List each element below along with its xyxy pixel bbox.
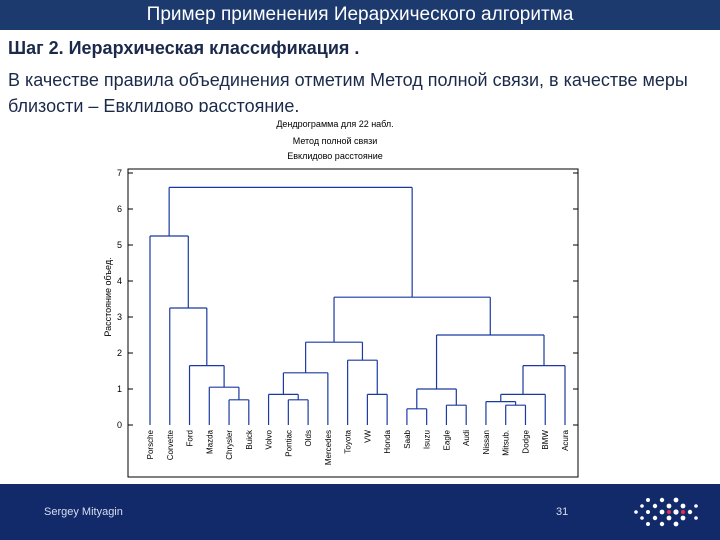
- leaf-label: BMW: [541, 430, 550, 450]
- leaf-label: Audi: [462, 430, 471, 446]
- leaf-label: Buick: [245, 429, 254, 450]
- page-number: 31: [556, 506, 569, 518]
- leaf-label: Mazda: [205, 429, 214, 454]
- footer-bar: Sergey Mityagin 31: [0, 484, 720, 540]
- slide-title: Пример применения Иерархического алгорит…: [0, 0, 720, 30]
- logo-dots-icon: [634, 497, 698, 527]
- leaf-label: Toyota: [344, 429, 353, 453]
- leaf-label: Ford: [186, 430, 195, 446]
- chart-subtitle-method: Метод полной связи: [293, 136, 378, 146]
- chart-title: Дендрограмма для 22 набл.: [276, 119, 393, 129]
- y-tick-label-7: 7: [117, 168, 122, 178]
- y-tick-label-2: 2: [117, 348, 122, 358]
- footer-author: Sergey Mityagin: [44, 506, 123, 518]
- y-tick-label-4: 4: [117, 276, 122, 286]
- leaf-label: Pontiac: [284, 430, 293, 457]
- dendrogram-svg: Дендрограмма для 22 набл. Метод полной с…: [103, 119, 579, 478]
- y-tick-label-1: 1: [117, 384, 122, 394]
- leaf-label: Mercedes: [324, 430, 333, 465]
- leaf-label: Acura: [561, 429, 570, 450]
- leaf-label: Olds: [304, 430, 313, 446]
- y-tick-label-3: 3: [117, 312, 122, 322]
- dendrogram-chart: Дендрограмма для 22 набл. Метод полной с…: [93, 112, 590, 480]
- plot-area: [127, 168, 579, 478]
- leaf-label: Corvette: [166, 429, 175, 460]
- leaf-label: Mitsub.: [502, 430, 511, 456]
- leaf-label: Chrysler: [225, 430, 234, 460]
- y-tick-label-0: 0: [117, 420, 122, 430]
- leaf-label: Saab: [403, 429, 412, 448]
- leaf-label: Volvo: [265, 429, 274, 449]
- y-tick-label-5: 5: [117, 240, 122, 250]
- description-text: В качестве правила объединения отметим М…: [8, 70, 688, 116]
- leaf-label: Eagle: [442, 429, 451, 450]
- leaf-label: Honda: [383, 429, 392, 453]
- leaf-label: VW: [363, 430, 372, 443]
- leaf-label: Porsche: [146, 429, 155, 459]
- step-heading: Шаг 2. Иерархическая классификация .: [8, 38, 360, 58]
- y-tick-label-6: 6: [117, 204, 122, 214]
- leaf-label: Nissan: [482, 430, 491, 454]
- leaf-label: Dodge: [521, 429, 530, 453]
- leaf-label: Isuzu: [423, 430, 432, 449]
- y-axis-label: Расстояние объед.: [103, 257, 113, 336]
- chart-subtitle-metric: Евклидово расстояние: [287, 151, 382, 161]
